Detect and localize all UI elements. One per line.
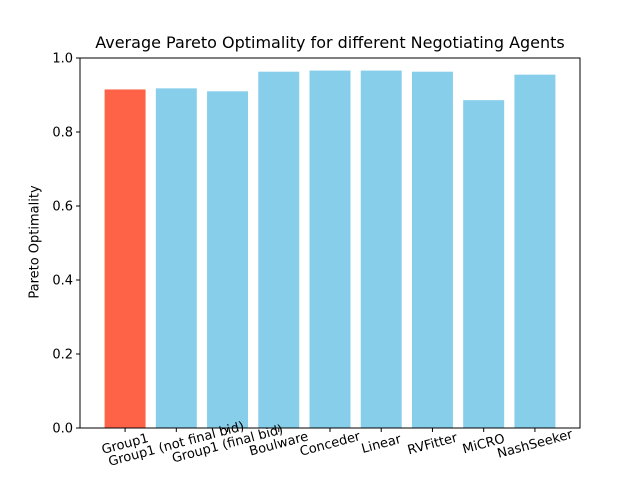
bar-rvfitter <box>411 71 453 428</box>
bar-group1 <box>104 89 146 428</box>
bar-nashseeker <box>514 74 556 429</box>
x-tick-label: Conceder <box>298 429 362 460</box>
y-tick-label: 0.6 <box>52 200 73 215</box>
x-tick-label: NashSeeker <box>496 427 575 462</box>
y-tick-label: 0.2 <box>52 348 73 363</box>
x-tick-label: RVFitter <box>406 430 460 458</box>
y-tick-label: 0.4 <box>52 274 73 289</box>
bar-group1-not-final-bid <box>155 88 197 428</box>
bars-group <box>104 70 556 429</box>
y-axis-ticks: 0.0 0.2 0.4 0.6 0.8 1.0 <box>52 52 80 437</box>
y-tick-label: 0.8 <box>52 126 73 141</box>
x-tick-label: Linear <box>360 432 404 457</box>
y-tick-label: 1.0 <box>52 52 73 67</box>
bar-linear <box>360 70 402 428</box>
bar-conceder <box>309 70 351 428</box>
plot-frame <box>79 57 581 429</box>
chart-title: Average Pareto Optimality for different … <box>95 33 565 52</box>
bar-micro <box>463 100 505 429</box>
bar-group1-final-bid <box>207 91 249 429</box>
bar-boulware <box>258 71 300 428</box>
y-tick-label: 0.0 <box>52 422 73 437</box>
